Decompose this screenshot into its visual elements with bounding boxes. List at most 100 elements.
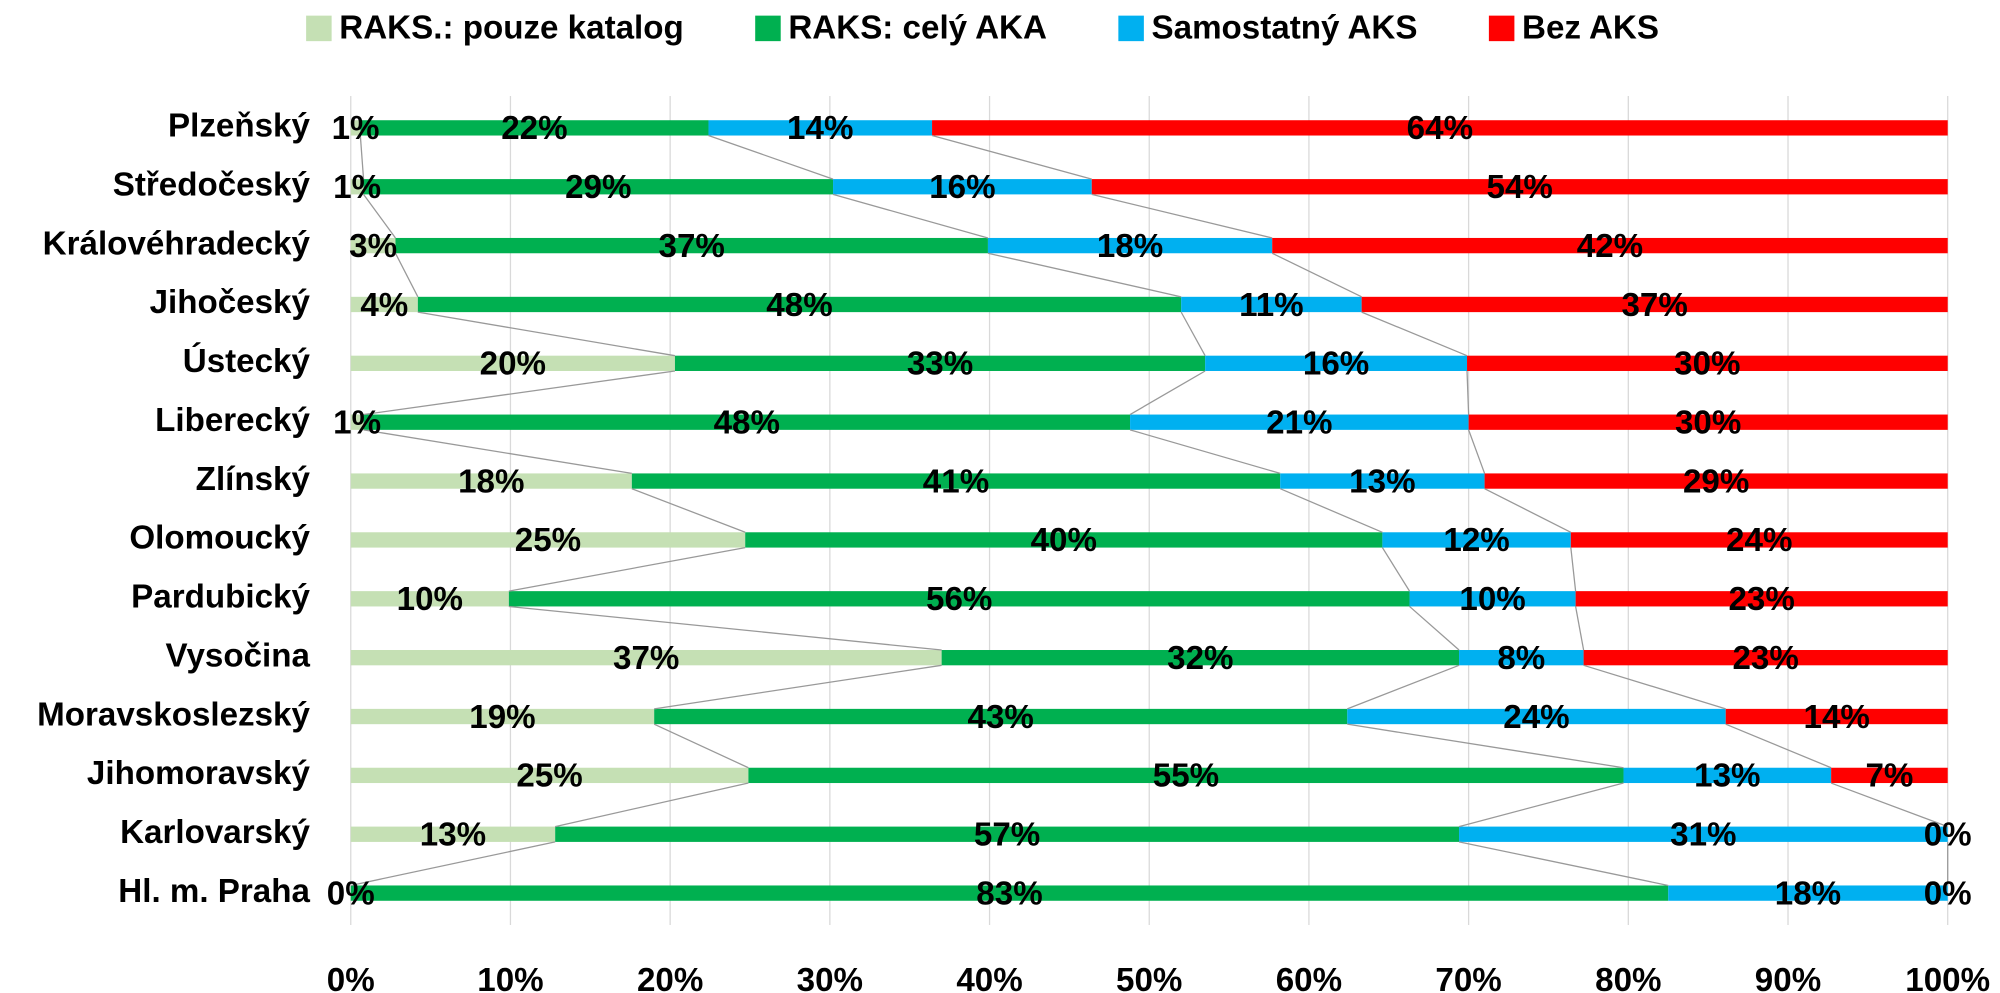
bar-segment [1091,179,1948,195]
connector [1129,370,1206,416]
legend-label: RAKS.: pouze katalog [339,9,683,46]
y-tick-label: Hl. m. Praha [118,873,310,910]
data-label: 33% [907,346,973,383]
bar-segment [748,767,1624,784]
data-label: 30% [1675,405,1741,442]
bar-segment [1409,591,1576,607]
connector [1271,252,1362,298]
connector [394,252,419,298]
data-label: 1% [333,405,381,442]
bar-segment [1382,532,1571,548]
bar-segment [941,650,1460,666]
bar-segment [708,120,933,136]
data-label: 23% [1728,581,1794,618]
x-tick-label: 40% [956,962,1022,993]
connector [363,370,676,416]
data-label: 40% [1031,522,1097,559]
bar-segment [1668,885,1948,901]
data-label: 12% [1443,522,1509,559]
connector [1583,664,1726,710]
data-label: 42% [1577,228,1643,265]
bar-segment [833,179,1092,195]
bar-segment [1272,237,1948,254]
connector [1458,782,1624,828]
connector [1381,547,1411,592]
connector [654,664,942,710]
data-label: 10% [397,581,463,618]
connector [1409,605,1460,651]
data-label: 14% [1804,699,1870,736]
y-tick-label: Plzeňský [168,108,310,145]
legend-label: Samostatný AKS [1152,9,1418,46]
x-tick-label: 20% [637,962,703,993]
connector [1725,723,1832,769]
bar-segment [363,414,1131,430]
data-label: 43% [968,699,1034,736]
data-label: 0% [1924,817,1972,854]
data-label: 14% [787,110,853,147]
data-label: 25% [516,758,582,795]
bar-segment [350,650,942,666]
bar-segment [1181,296,1362,313]
bar-segment [1468,414,1948,430]
connector [1347,664,1460,710]
connector [1279,488,1383,533]
connector [708,134,834,180]
bar-segment [987,237,1273,254]
bar-segment [1831,767,1948,784]
data-label: 0% [327,875,375,912]
connector [363,429,632,475]
bar-segment [350,826,556,842]
bar-segment [932,120,1948,136]
data-label: 25% [515,522,581,559]
y-tick-label: Vysočina [166,637,311,674]
data-label: 3% [349,228,397,265]
data-label: 11% [1239,287,1304,324]
data-label: 18% [1097,228,1163,265]
data-label: 23% [1732,640,1798,677]
data-label: 18% [458,463,524,500]
x-tick-label: 70% [1435,962,1501,993]
y-tick-label: Karlovarský [120,814,310,851]
connector [1091,193,1273,239]
bar-segment [1623,767,1832,784]
y-tick-label: Pardubický [131,579,310,616]
y-tick-label: Zlínský [196,461,311,498]
connector [1574,606,1585,651]
bar-segment [350,296,418,313]
y-tick-label: Liberecký [155,402,310,439]
x-tick-label: 100% [1905,962,1990,993]
connector [1484,488,1572,533]
y-tick-label: Moravskoslezský [37,696,310,733]
bar-segment [350,591,509,607]
legend-swatch [306,15,332,42]
connector [1129,429,1281,475]
connector [1468,429,1486,474]
data-label: 29% [1683,463,1749,500]
bar-segment [631,473,1281,489]
data-label: 32% [1167,640,1233,677]
connector [508,546,746,592]
bar-segment [1347,708,1726,725]
data-label: 7% [1865,758,1913,795]
connector [359,135,365,180]
bar-segment [350,473,632,489]
bar-segment [1570,532,1948,548]
y-tick-label: Královéhradecký [43,225,311,262]
data-label: 13% [1349,463,1415,500]
bar-segment [1575,591,1948,607]
x-tick-label: 60% [1276,962,1342,993]
connector [1180,311,1206,356]
data-label: 29% [565,169,631,206]
bar-segment [350,414,364,430]
data-label: 19% [469,699,535,736]
connector [931,134,1092,180]
bar-segment [350,179,364,195]
data-label: 1% [332,110,380,147]
data-label: 37% [613,640,679,677]
data-label: 13% [1694,758,1760,795]
connector [1361,311,1468,357]
x-tick-label: 50% [1116,962,1182,993]
bar-segment [1459,650,1584,666]
